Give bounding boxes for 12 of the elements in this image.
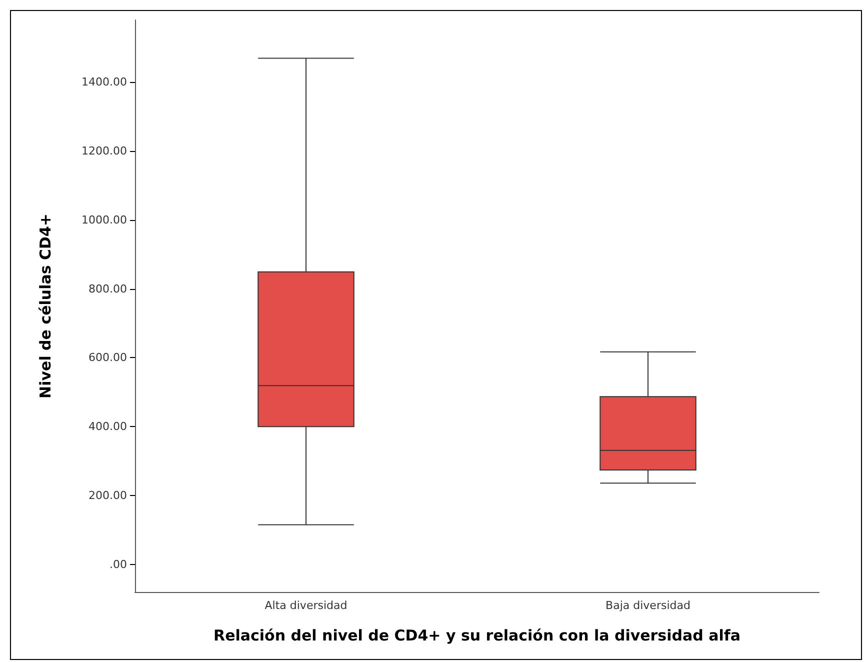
y-tick-label: 1200.00 (82, 144, 127, 158)
y-tick-label: 600.00 (88, 351, 127, 364)
y-tick-label: 200.00 (88, 489, 127, 502)
y-tick-label: 400.00 (88, 420, 127, 434)
y-tick-label: 800.00 (88, 282, 127, 296)
y-axis-title: Nivel de células CD4+ (36, 214, 54, 398)
y-tick-label: 1000.00 (82, 213, 127, 226)
y-tick-label: .00 (110, 558, 127, 571)
x-tick-label: Baja diversidad (606, 599, 690, 612)
y-tick-label: 1400.00 (82, 76, 127, 89)
x-tick-label: Alta diversidad (264, 599, 348, 612)
x-axis-title: Relación del nivel de CD4+ y su relación con la diversidad alfa (214, 626, 740, 644)
